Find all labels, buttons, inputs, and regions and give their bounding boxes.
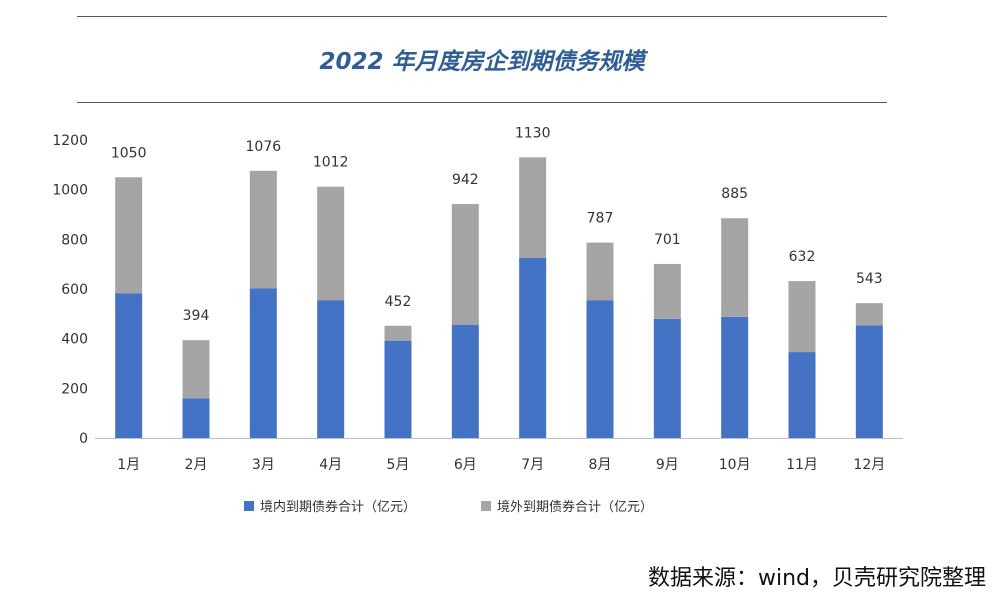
- legend-label-overseas: 境外到期债券合计（亿元）: [497, 500, 654, 515]
- data-label-total: 543: [856, 271, 883, 287]
- x-tick-label: 1月: [117, 457, 140, 473]
- bar-overseas: [721, 218, 749, 317]
- bar-domestic: [451, 325, 479, 438]
- bar-overseas: [182, 340, 210, 399]
- legend-item-overseas: 境外到期债券合计（亿元）: [481, 496, 653, 515]
- bar-overseas: [115, 177, 143, 294]
- x-tick-label: 12月: [853, 457, 885, 473]
- title-rule: [77, 102, 887, 103]
- data-label-total: 885: [721, 186, 748, 202]
- bar-overseas: [519, 157, 547, 258]
- bar-domestic: [519, 257, 547, 438]
- y-tick-label: 400: [61, 332, 88, 348]
- bar-domestic: [182, 398, 210, 438]
- x-tick-label: 7月: [521, 457, 544, 473]
- data-label-total: 787: [587, 211, 614, 227]
- data-label-total: 1050: [111, 145, 147, 161]
- y-tick-label: 200: [61, 381, 88, 397]
- data-label-total: 452: [385, 294, 412, 310]
- data-label-total: 701: [654, 232, 681, 248]
- bar-domestic: [384, 340, 412, 438]
- bar-domestic: [788, 352, 816, 438]
- data-label-total: 394: [183, 308, 210, 324]
- x-tick-label: 3月: [252, 457, 275, 473]
- y-tick-label: 1000: [52, 183, 88, 199]
- x-tick-label: 8月: [589, 457, 612, 473]
- bar-domestic: [721, 316, 749, 438]
- bar-domestic: [653, 318, 681, 438]
- bar-overseas: [788, 281, 816, 353]
- bar-domestic: [249, 288, 277, 438]
- bar-domestic: [586, 300, 614, 438]
- x-tick-label: 11月: [786, 457, 818, 473]
- bar-overseas: [855, 303, 883, 326]
- legend-swatch-overseas: [481, 500, 491, 511]
- bar-overseas: [653, 263, 681, 319]
- bar-overseas: [249, 170, 277, 289]
- bar-overseas: [451, 204, 479, 326]
- legend-label-domestic: 境内到期债券合计（亿元）: [260, 500, 417, 515]
- legend-item-domestic: 境内到期债券合计（亿元）: [244, 496, 416, 515]
- bar-domestic: [855, 325, 883, 438]
- data-label-total: 942: [452, 172, 479, 188]
- data-label-total: 1076: [246, 139, 282, 155]
- x-tick-label: 5月: [387, 457, 410, 473]
- bar-overseas: [586, 242, 614, 301]
- y-tick-label: 1200: [52, 133, 88, 149]
- bar-overseas: [317, 186, 345, 301]
- data-label-total: 632: [789, 249, 816, 265]
- x-tick-label: 6月: [454, 457, 477, 473]
- data-label-total: 1012: [313, 155, 349, 171]
- source-note: 数据来源：wind，贝壳研究院整理: [647, 566, 986, 591]
- bar-domestic: [115, 293, 143, 438]
- x-tick-label: 4月: [319, 457, 342, 473]
- bar-overseas: [384, 325, 412, 341]
- x-tick-label: 9月: [656, 457, 679, 473]
- bar-domestic: [317, 300, 345, 438]
- y-tick-label: 600: [61, 282, 88, 298]
- chart-title: 2022 年月度房企到期债务规模: [319, 49, 645, 75]
- x-tick-label: 2月: [185, 457, 208, 473]
- legend-swatch-domestic: [244, 500, 254, 511]
- data-label-total: 1130: [515, 125, 551, 141]
- y-tick-label: 0: [79, 431, 88, 447]
- x-tick-label: 10月: [719, 457, 751, 473]
- y-tick-label: 800: [61, 232, 88, 248]
- top-rule: [77, 16, 887, 17]
